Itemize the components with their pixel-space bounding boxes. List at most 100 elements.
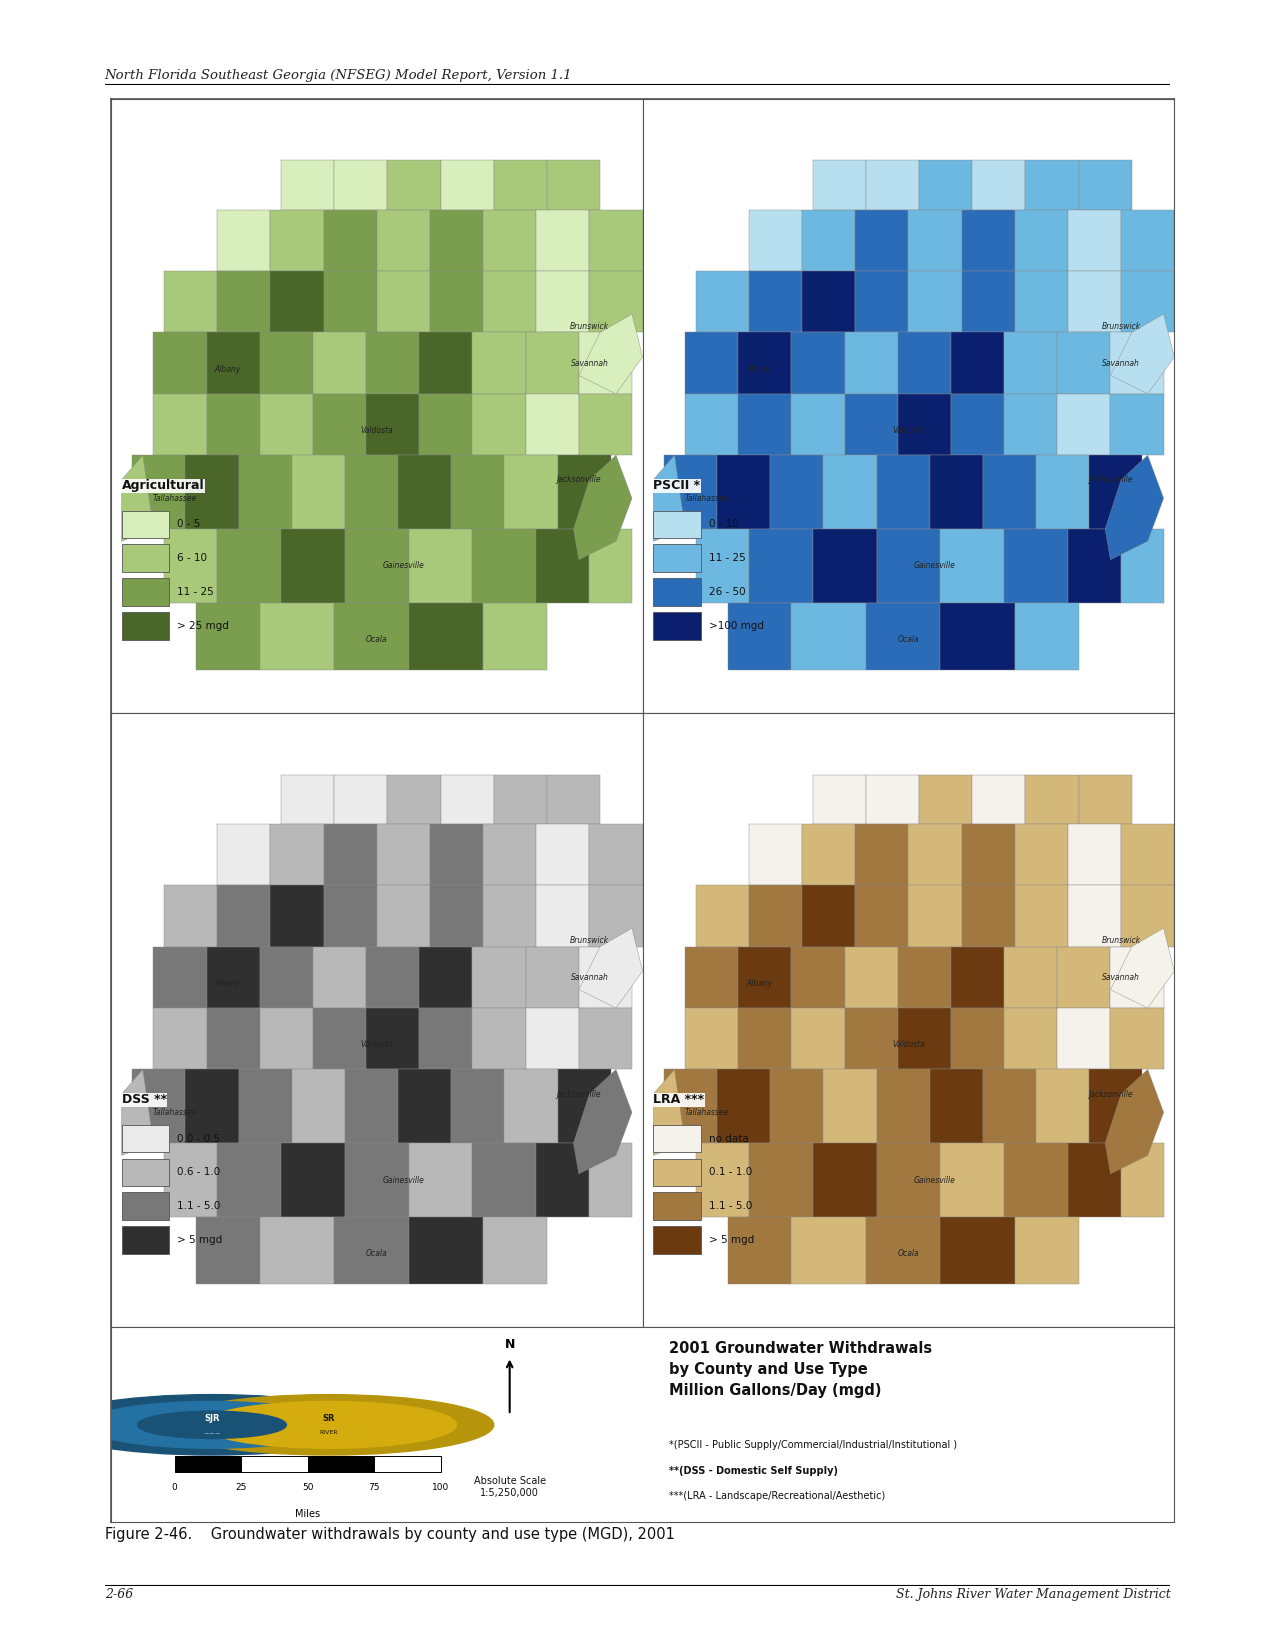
- Bar: [844, 1009, 898, 1070]
- Text: SR: SR: [323, 1415, 335, 1423]
- Bar: [1079, 774, 1132, 824]
- Text: Valdosta: Valdosta: [892, 1040, 924, 1050]
- Bar: [217, 885, 270, 946]
- Bar: [1121, 1142, 1164, 1217]
- Bar: [419, 946, 473, 1009]
- Bar: [579, 946, 632, 1009]
- Bar: [441, 160, 493, 210]
- Bar: [153, 332, 207, 395]
- Bar: [983, 1070, 1037, 1142]
- Bar: [929, 456, 983, 528]
- Bar: [856, 271, 908, 332]
- Bar: [1121, 885, 1174, 946]
- Text: 1.1 - 5.0: 1.1 - 5.0: [177, 1202, 221, 1212]
- Bar: [207, 395, 260, 456]
- Bar: [164, 1142, 217, 1217]
- Bar: [557, 456, 611, 528]
- Text: North Florida Southeast Georgia (NFSEG) Model Report, Version 1.1: North Florida Southeast Georgia (NFSEG) …: [105, 69, 572, 83]
- Bar: [908, 885, 961, 946]
- Polygon shape: [574, 1070, 632, 1174]
- Polygon shape: [1111, 928, 1174, 1009]
- Bar: [685, 395, 738, 456]
- Bar: [696, 885, 748, 946]
- Bar: [153, 946, 207, 1009]
- Text: Valdosta: Valdosta: [361, 426, 393, 436]
- Bar: [770, 1070, 824, 1142]
- Text: Brunswick: Brunswick: [570, 322, 609, 330]
- Bar: [653, 1192, 701, 1220]
- Bar: [919, 160, 973, 210]
- Bar: [876, 528, 941, 603]
- Polygon shape: [653, 456, 685, 542]
- Text: Figure 2-46.    Groundwater withdrawals by county and use type (MGD), 2001: Figure 2-46. Groundwater withdrawals by …: [105, 1527, 674, 1542]
- Bar: [589, 528, 632, 603]
- Bar: [1111, 946, 1164, 1009]
- Text: SJR: SJR: [204, 1415, 219, 1423]
- Bar: [164, 271, 217, 332]
- Bar: [312, 1009, 366, 1070]
- Bar: [505, 456, 557, 528]
- Bar: [589, 824, 643, 885]
- Text: LRA ***: LRA ***: [653, 1093, 704, 1106]
- Bar: [738, 395, 792, 456]
- Bar: [525, 946, 579, 1009]
- Text: 0 - 5: 0 - 5: [177, 520, 200, 530]
- Text: Albany: Albany: [214, 979, 241, 987]
- Bar: [1015, 210, 1068, 271]
- Text: 25: 25: [236, 1483, 247, 1493]
- Bar: [1057, 946, 1111, 1009]
- Bar: [409, 1217, 483, 1284]
- Bar: [280, 1142, 344, 1217]
- Bar: [451, 1070, 505, 1142]
- Text: Jacksonville: Jacksonville: [556, 1090, 601, 1098]
- Bar: [1089, 1070, 1142, 1142]
- Bar: [1005, 946, 1057, 1009]
- Text: DSS **: DSS **: [121, 1093, 167, 1106]
- Text: Miles: Miles: [295, 1509, 320, 1519]
- Bar: [537, 528, 589, 603]
- Bar: [344, 1142, 409, 1217]
- Bar: [419, 1009, 473, 1070]
- Bar: [430, 824, 483, 885]
- Bar: [1057, 1009, 1111, 1070]
- Bar: [951, 946, 1005, 1009]
- Text: Gainesville: Gainesville: [914, 561, 956, 570]
- Bar: [280, 774, 334, 824]
- Bar: [1037, 456, 1089, 528]
- Bar: [270, 885, 324, 946]
- Bar: [1079, 160, 1132, 210]
- Bar: [866, 1217, 941, 1284]
- Text: Valdosta: Valdosta: [892, 426, 924, 436]
- Bar: [121, 613, 170, 639]
- Bar: [175, 1456, 241, 1471]
- Bar: [473, 528, 537, 603]
- Bar: [398, 456, 451, 528]
- Polygon shape: [1105, 456, 1164, 560]
- Bar: [557, 1070, 611, 1142]
- Text: **(DSS - Domestic Self Supply): **(DSS - Domestic Self Supply): [669, 1466, 838, 1476]
- Bar: [547, 774, 601, 824]
- Text: N: N: [505, 1337, 515, 1351]
- Bar: [324, 824, 377, 885]
- Text: Ocala: Ocala: [366, 636, 388, 644]
- Polygon shape: [121, 456, 153, 542]
- Bar: [792, 395, 844, 456]
- Bar: [908, 824, 961, 885]
- Bar: [802, 824, 856, 885]
- Bar: [207, 946, 260, 1009]
- Text: Albany: Albany: [746, 365, 773, 373]
- Bar: [748, 210, 802, 271]
- Bar: [537, 1142, 589, 1217]
- Bar: [260, 946, 312, 1009]
- Text: Tallahassee: Tallahassee: [685, 494, 728, 504]
- Circle shape: [138, 1412, 287, 1438]
- Text: 2001 Groundwater Withdrawals
by County and Use Type
Million Gallons/Day (mgd): 2001 Groundwater Withdrawals by County a…: [669, 1341, 932, 1398]
- Bar: [153, 395, 207, 456]
- Bar: [685, 332, 738, 395]
- Bar: [728, 603, 792, 670]
- Text: Ocala: Ocala: [366, 1250, 388, 1258]
- Bar: [792, 1217, 866, 1284]
- Bar: [1057, 395, 1111, 456]
- Text: 6 - 10: 6 - 10: [177, 553, 208, 563]
- Bar: [1121, 271, 1174, 332]
